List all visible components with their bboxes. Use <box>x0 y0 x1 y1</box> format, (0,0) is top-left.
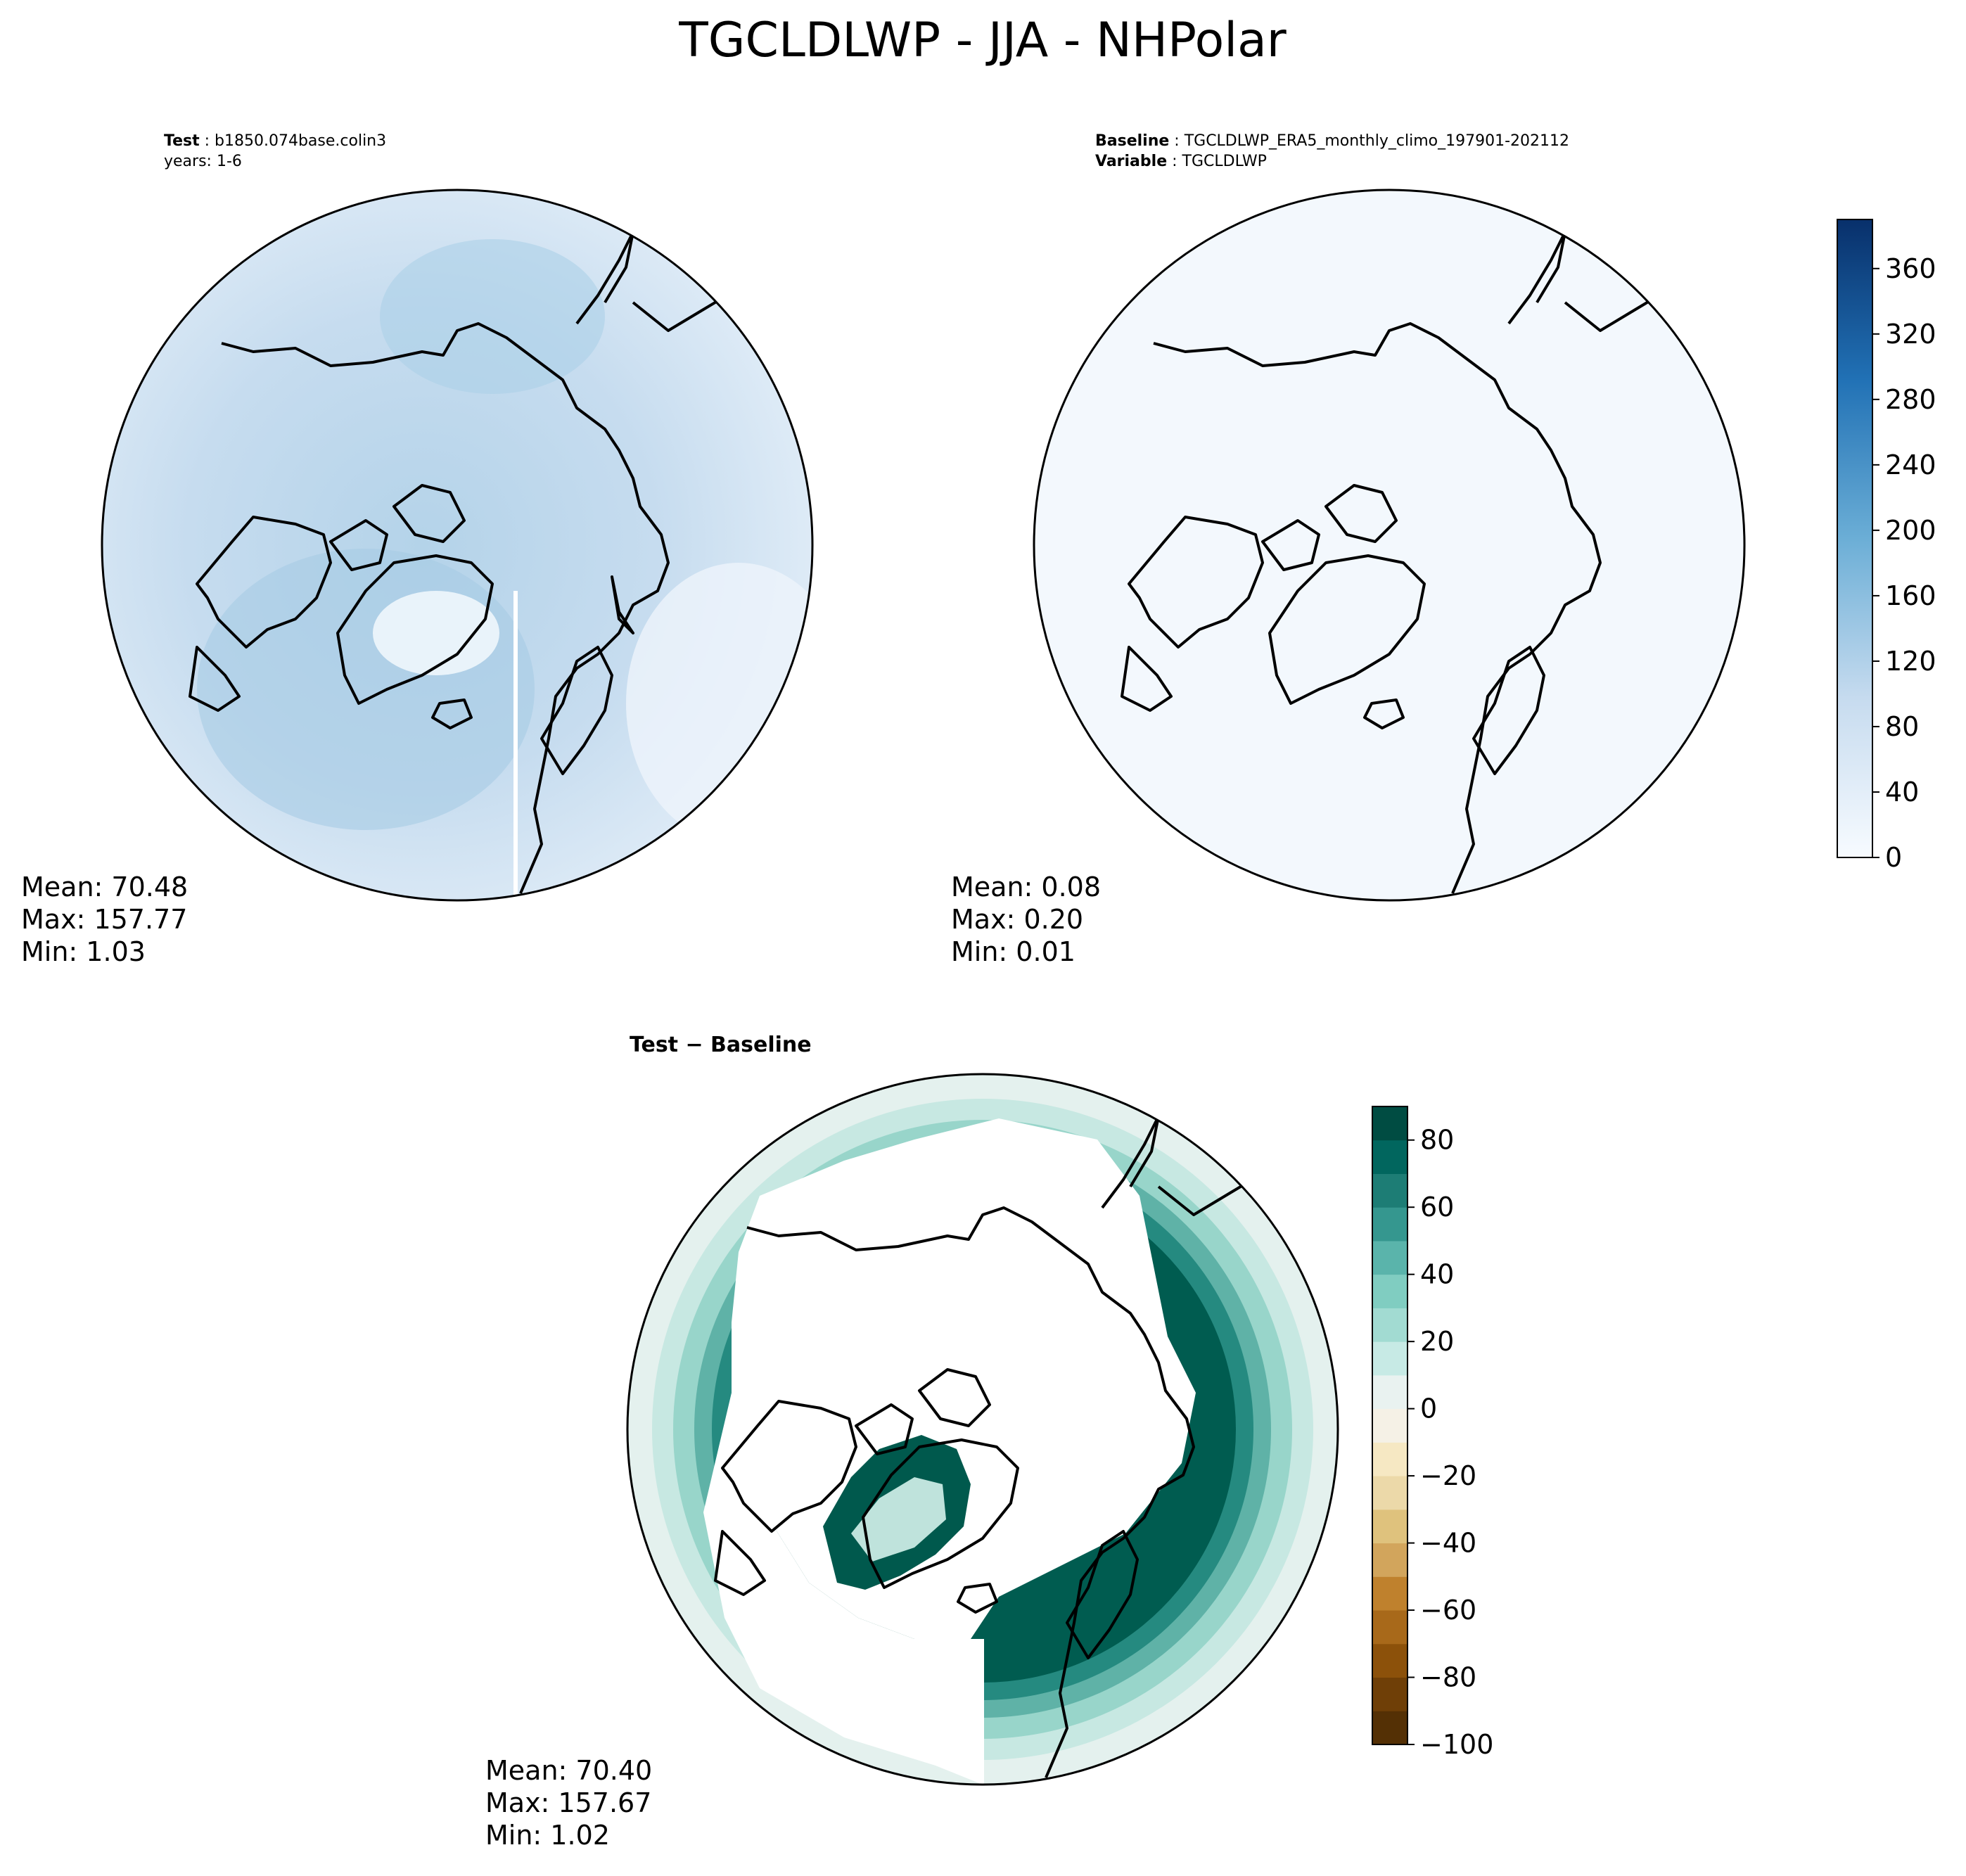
colorbar-brbg-band <box>1372 1643 1408 1678</box>
colorbar-brbg-band <box>1372 1442 1408 1476</box>
colorbar-blues-tick-label: 120 <box>1885 646 1936 677</box>
test-header-line1: Test : b1850.074base.colin3 <box>164 132 386 150</box>
test-header-label: Test <box>164 132 200 150</box>
test-header-value: b1850.074base.colin3 <box>215 132 386 150</box>
colorbar-brbg-band <box>1372 1509 1408 1544</box>
colorbar-blues-ticks: 0 40 80 120 160 200 240 280 320 360 <box>1872 253 1936 873</box>
diff-wedge <box>703 1393 983 1785</box>
baseline-header-line2: Variable : TGCLDLWP <box>1095 153 1267 170</box>
colorbar-blues-tick-label: 200 <box>1885 515 1936 546</box>
colorbar-brbg-ticks: −100 −80 −60 −40 −20 0 20 40 60 80 <box>1408 1125 1493 1760</box>
colorbar-blues-tick-label: 80 <box>1885 711 1919 742</box>
colorbar-blues: 0 40 80 120 160 200 240 280 320 360 <box>1837 219 1936 873</box>
colorbar-brbg-frame <box>1372 1106 1408 1745</box>
colorbar-brbg: −100 −80 −60 −40 −20 0 20 40 60 80 <box>1372 1106 1493 1760</box>
baseline-stat-min: Min: 0.01 <box>951 936 1075 967</box>
test-stat-max: Max: 157.77 <box>21 904 187 935</box>
panel-test: Test : b1850.074base.colin3 years: 1-6 <box>21 132 814 967</box>
test-field-blob <box>380 239 605 394</box>
diff-coastlines <box>714 1115 1287 1778</box>
colorbar-brbg-band <box>1372 1240 1408 1275</box>
colorbar-brbg-band <box>1372 1341 1408 1376</box>
diff-greenland-interior <box>851 1477 946 1562</box>
baseline-variable-sep: : <box>1167 153 1182 170</box>
colorbar-brbg-band <box>1372 1677 1408 1711</box>
colorbar-brbg-band <box>1372 1543 1408 1577</box>
baseline-stat-max: Max: 0.20 <box>951 904 1083 935</box>
baseline-header-value: TGCLDLWP_ERA5_monthly_climo_197901-20211… <box>1184 132 1569 150</box>
test-header-years: years: 1-6 <box>164 153 242 170</box>
colorbar-brbg-band <box>1372 1140 1408 1174</box>
colorbar-blues-bar <box>1837 219 1873 858</box>
diff-stat-min: Min: 1.02 <box>485 1820 610 1851</box>
figure-title: TGCLDLWP - JJA - NHPolar <box>678 13 1287 68</box>
colorbar-brbg-tick-label: −20 <box>1420 1460 1476 1491</box>
diff-map <box>627 1074 1338 1785</box>
test-field-blob <box>626 563 812 844</box>
baseline-coastlines <box>1121 231 1693 894</box>
test-stat-min: Min: 1.03 <box>21 936 146 967</box>
baseline-header-sep: : <box>1169 132 1184 150</box>
colorbar-blues-tick-label: 360 <box>1885 253 1936 284</box>
test-map <box>102 190 812 900</box>
colorbar-blues-tick-label: 280 <box>1885 384 1936 415</box>
colorbar-brbg-band <box>1372 1711 1408 1745</box>
colorbar-blues-tick-label: 0 <box>1885 842 1902 873</box>
colorbar-brbg-band <box>1372 1610 1408 1645</box>
baseline-variable-value: TGCLDLWP <box>1182 153 1267 170</box>
baseline-variable-label: Variable <box>1095 153 1167 170</box>
test-field-blob <box>373 591 499 675</box>
baseline-map <box>1034 190 1744 900</box>
panel-baseline: Baseline : TGCLDLWP_ERA5_monthly_climo_1… <box>951 132 1746 967</box>
diff-stat-max: Max: 157.67 <box>485 1787 651 1818</box>
colorbar-brbg-band <box>1372 1576 1408 1611</box>
colorbar-brbg-tick-label: −40 <box>1420 1528 1476 1559</box>
baseline-stat-mean: Mean: 0.08 <box>951 872 1101 902</box>
diff-header: Test − Baseline <box>630 1033 812 1057</box>
baseline-field-background <box>1034 190 1744 900</box>
colorbar-brbg-band <box>1372 1207 1408 1242</box>
colorbar-brbg-bands <box>1372 1106 1408 1745</box>
colorbar-brbg-band <box>1372 1374 1408 1410</box>
diff-map-boundary <box>626 1073 1339 1786</box>
colorbar-brbg-band <box>1372 1274 1408 1308</box>
test-coastlines <box>189 231 761 894</box>
colorbar-brbg-tick-label: −100 <box>1420 1729 1493 1760</box>
colorbar-brbg-band <box>1372 1106 1408 1141</box>
diff-stat-mean: Mean: 70.40 <box>485 1755 652 1786</box>
colorbar-blues-tick-label: 240 <box>1885 449 1936 480</box>
colorbar-brbg-tick-label: 60 <box>1420 1192 1454 1223</box>
colorbar-brbg-tick-label: 0 <box>1420 1393 1437 1424</box>
baseline-map-boundary <box>1033 189 1746 902</box>
colorbar-brbg-tick-label: −80 <box>1420 1662 1476 1693</box>
colorbar-blues-tick-label: 160 <box>1885 580 1936 611</box>
colorbar-brbg-tick-label: 80 <box>1420 1125 1454 1156</box>
colorbar-brbg-tick-label: −60 <box>1420 1595 1476 1626</box>
colorbar-brbg-band <box>1372 1408 1408 1443</box>
diff-missing-strip <box>979 1639 984 1785</box>
colorbar-blues-tick-label: 320 <box>1885 319 1936 350</box>
colorbar-brbg-tick-label: 20 <box>1420 1326 1454 1357</box>
colorbar-brbg-band <box>1372 1476 1408 1510</box>
test-missing-strip <box>513 591 518 900</box>
panel-difference: Test − Baseline <box>485 1033 1339 1851</box>
colorbar-blues-tick-label: 40 <box>1885 777 1919 808</box>
baseline-header-line1: Baseline : TGCLDLWP_ERA5_monthly_climo_1… <box>1095 132 1569 150</box>
baseline-header-label: Baseline <box>1095 132 1169 150</box>
colorbar-brbg-band <box>1372 1173 1408 1208</box>
colorbar-brbg-band <box>1372 1308 1408 1342</box>
test-header-sep: : <box>200 132 215 150</box>
test-map-boundary <box>101 189 814 902</box>
test-stat-mean: Mean: 70.48 <box>21 872 188 902</box>
colorbar-brbg-tick-label: 40 <box>1420 1259 1454 1290</box>
